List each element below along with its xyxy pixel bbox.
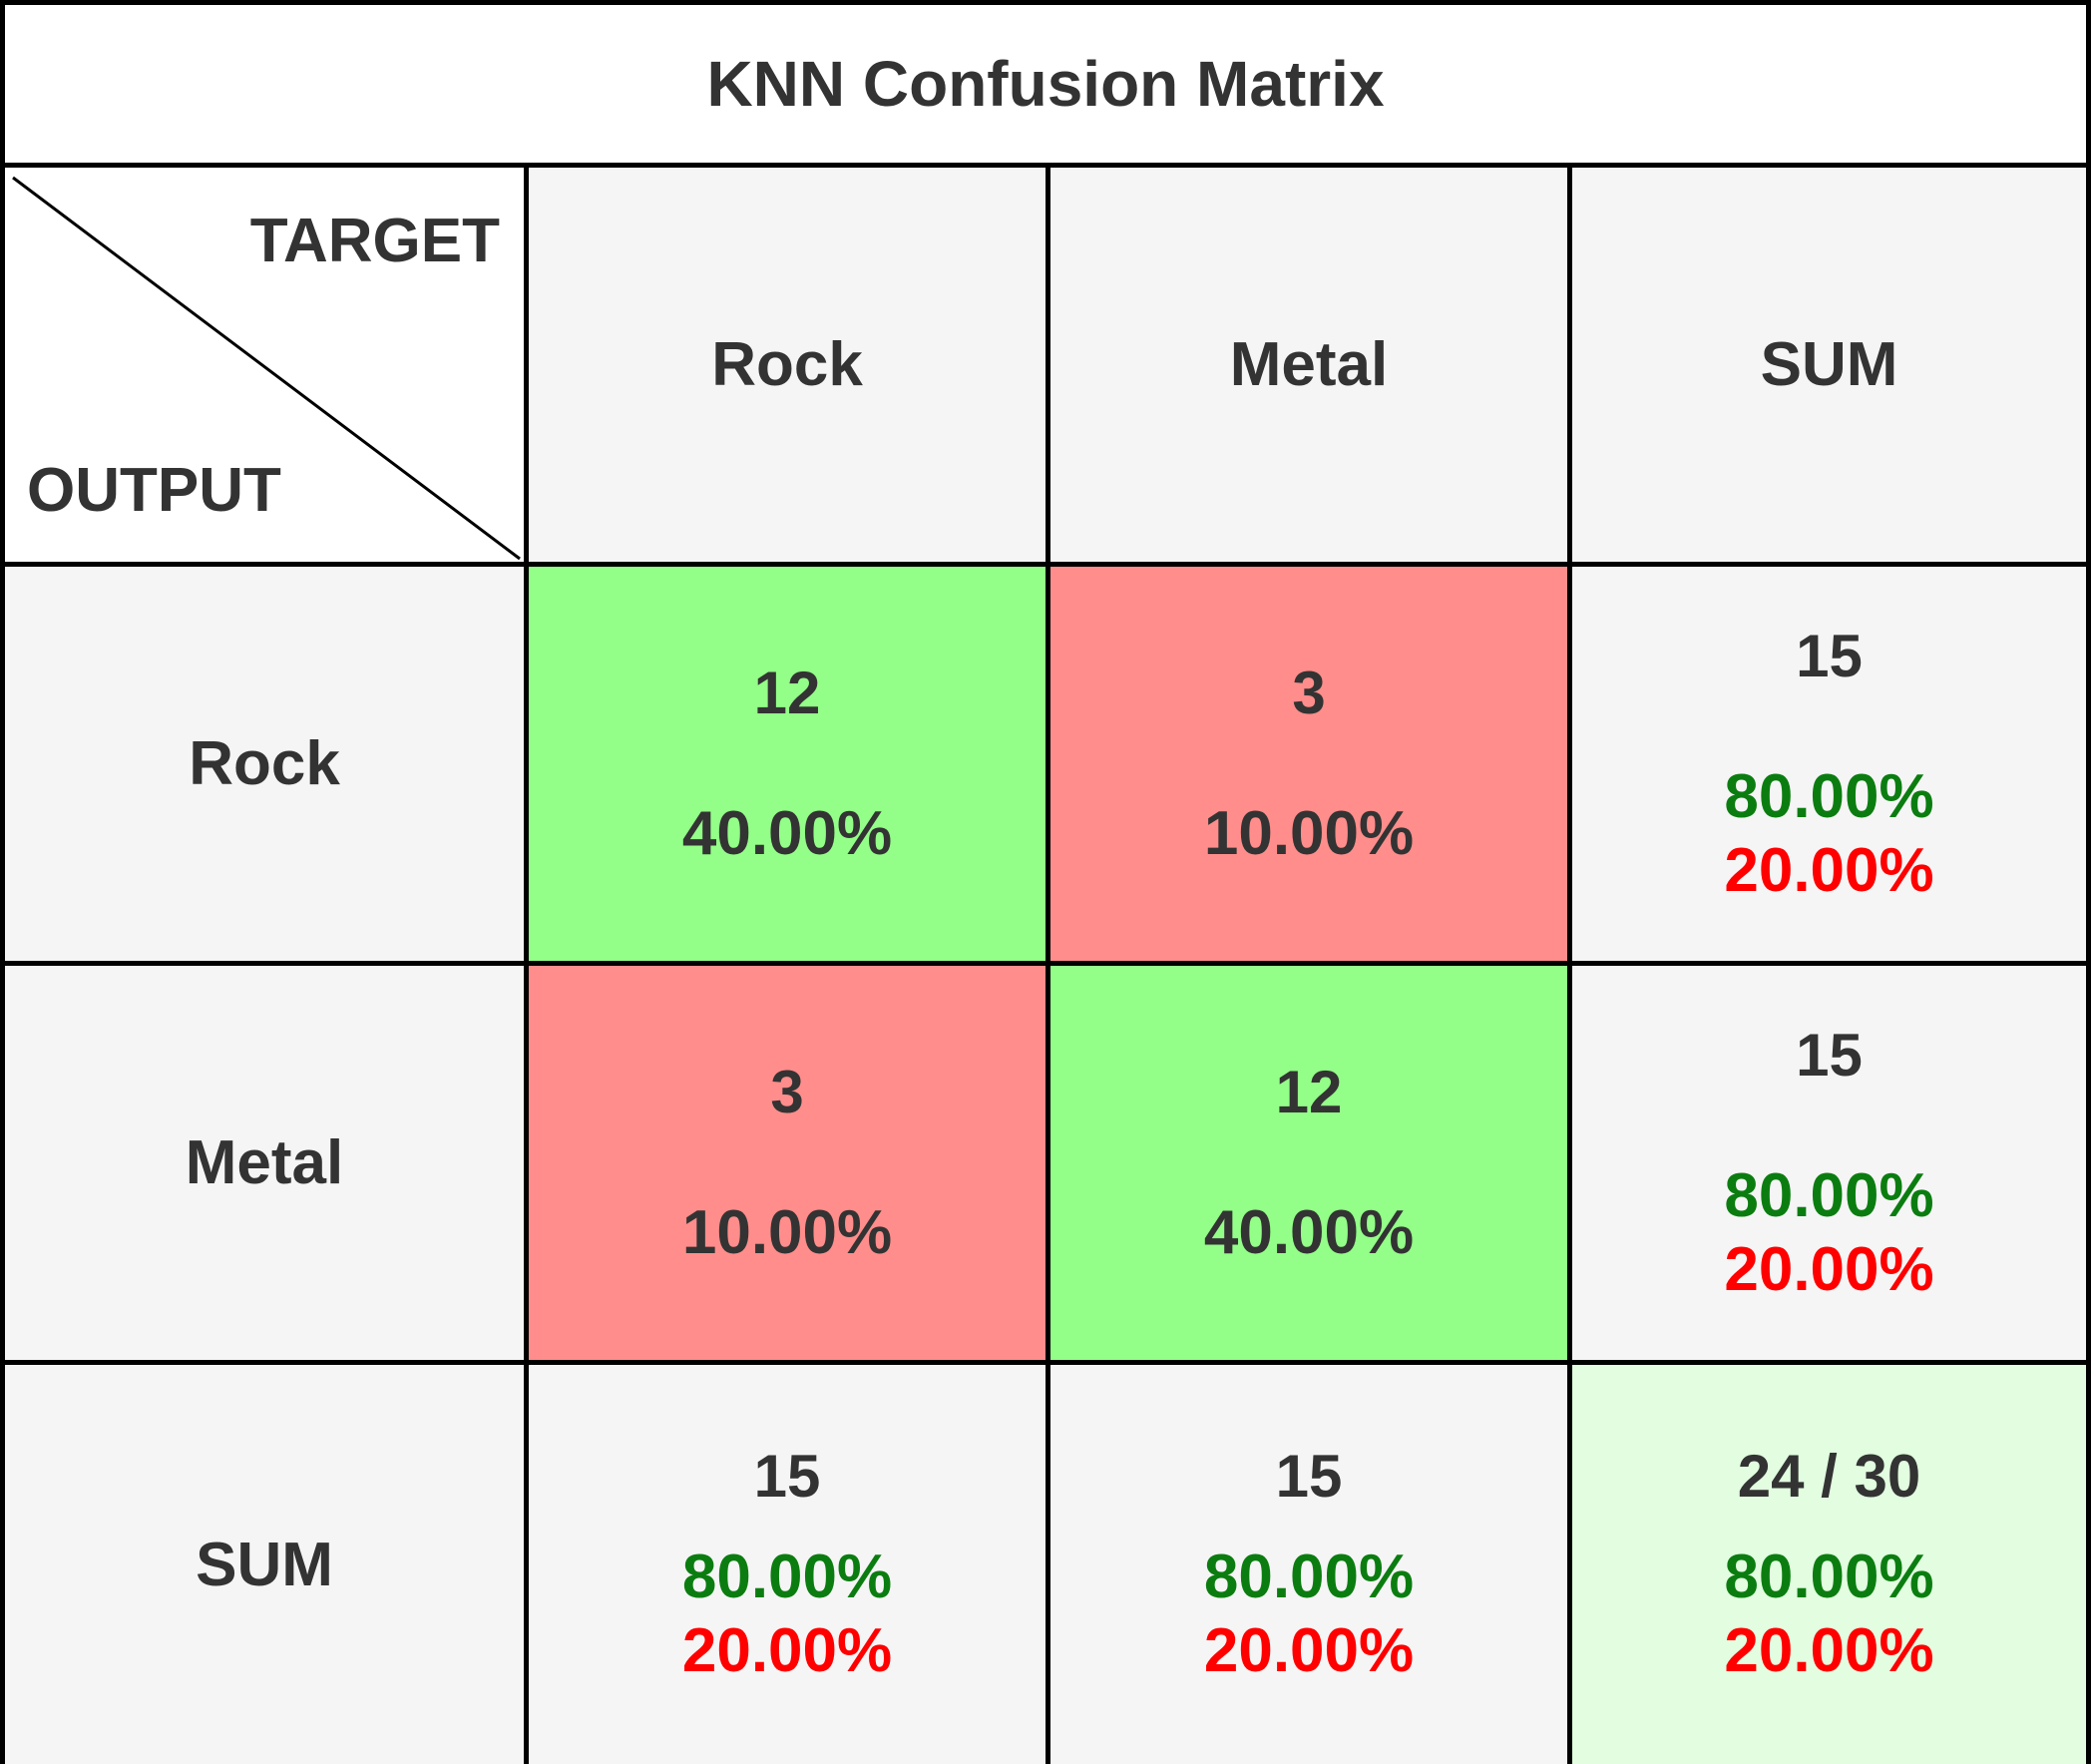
row-header-rock: Rock (5, 567, 529, 966)
sum-error-percent: 20.00% (681, 1616, 893, 1685)
sum-correct-percent: 80.00% (1724, 1160, 1934, 1230)
cell-count: 12 (753, 659, 821, 726)
column-header-metal: Metal (1050, 168, 1572, 567)
total-count: 24 / 30 (1737, 1443, 1921, 1510)
row-header-sum: SUM (5, 1365, 529, 1764)
matrix-cell-rock-rock: 12 40.00% (529, 567, 1050, 966)
total-correct-percent: 80.00% (1724, 1543, 1934, 1611)
total-error-percent: 20.00% (1724, 1616, 1934, 1685)
sum-correct-percent: 80.00% (1724, 761, 1934, 831)
column-sum-rock: 15 80.00% 20.00% (529, 1365, 1050, 1764)
chart-title: KNN Confusion Matrix (5, 5, 2086, 168)
column-axis-label: TARGET (249, 207, 500, 275)
cell-count: 12 (1275, 1058, 1343, 1125)
sum-error-percent: 20.00% (1724, 835, 1934, 905)
cell-percent: 10.00% (1203, 798, 1415, 868)
cell-percent: 10.00% (681, 1197, 893, 1267)
sum-count: 15 (1796, 622, 1863, 689)
row-axis-label: OUTPUT (27, 456, 281, 525)
row-sum-rock: 15 80.00% 20.00% (1572, 567, 2086, 966)
sum-count: 15 (753, 1443, 821, 1510)
row-header-label: Rock (189, 729, 340, 798)
sum-error-percent: 20.00% (1724, 1234, 1934, 1304)
matrix-cell-metal-rock: 3 10.00% (529, 966, 1050, 1365)
matrix-cell-rock-metal: 3 10.00% (1050, 567, 1572, 966)
column-sum-metal: 15 80.00% 20.00% (1050, 1365, 1572, 1764)
sum-error-percent: 20.00% (1203, 1616, 1415, 1685)
row-header-label: Metal (185, 1128, 344, 1197)
column-header-rock: Rock (529, 168, 1050, 567)
cell-percent: 40.00% (1203, 1197, 1415, 1267)
cell-count: 3 (770, 1058, 804, 1125)
matrix-grid: TARGET OUTPUT Rock Metal SUM Rock 12 40.… (5, 168, 2086, 1764)
column-header-label: Rock (711, 330, 863, 399)
row-header-label: SUM (196, 1530, 333, 1599)
row-header-metal: Metal (5, 966, 529, 1365)
column-header-sum: SUM (1572, 168, 2086, 567)
sum-count: 15 (1796, 1021, 1863, 1089)
row-sum-metal: 15 80.00% 20.00% (1572, 966, 2086, 1365)
cell-count: 3 (1292, 659, 1326, 726)
total-sum-cell: 24 / 30 80.00% 20.00% (1572, 1365, 2086, 1764)
corner-diagonal-line (12, 176, 521, 561)
matrix-cell-metal-metal: 12 40.00% (1050, 966, 1572, 1365)
column-header-label: Metal (1229, 330, 1389, 399)
sum-correct-percent: 80.00% (1203, 1543, 1415, 1611)
corner-cell: TARGET OUTPUT (5, 168, 529, 567)
cell-percent: 40.00% (681, 798, 893, 868)
column-header-label: SUM (1760, 330, 1898, 399)
sum-count: 15 (1275, 1443, 1343, 1510)
sum-correct-percent: 80.00% (681, 1543, 893, 1611)
